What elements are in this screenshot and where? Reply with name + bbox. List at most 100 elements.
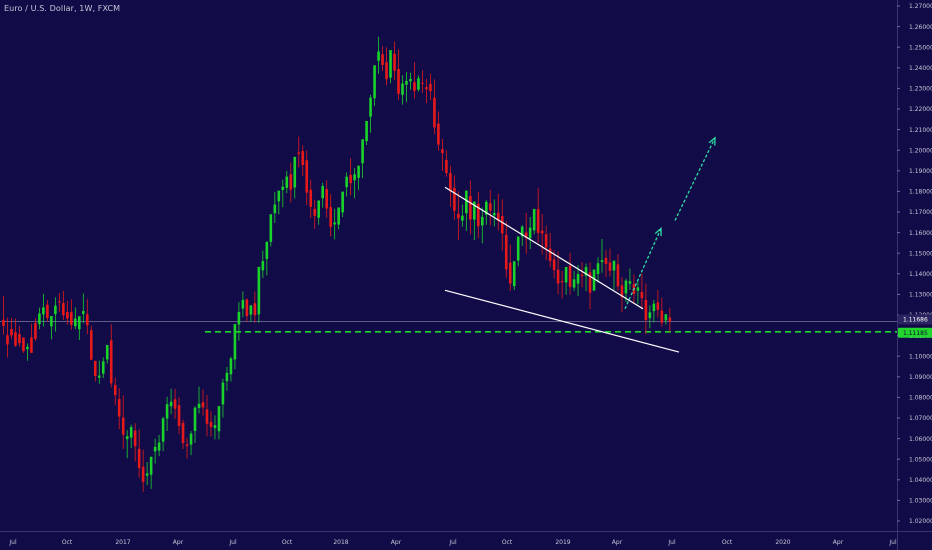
falling-wedge [444, 186, 680, 353]
candle [628, 268, 632, 290]
price-tick-label: 1.09000 [909, 374, 932, 381]
candle-body [177, 405, 181, 427]
candle [433, 79, 436, 135]
candle-body [664, 314, 668, 321]
candle-body [353, 174, 356, 181]
candle-body [341, 191, 344, 213]
candle [441, 138, 444, 172]
candle [600, 238, 604, 273]
candle [125, 430, 129, 459]
candle [129, 424, 133, 449]
candle-body [596, 263, 600, 275]
candle [381, 46, 384, 71]
candle-body [393, 53, 396, 71]
candle-body [361, 139, 364, 164]
candle [109, 324, 113, 388]
projection-leg-2 [674, 137, 716, 221]
candle [241, 291, 245, 318]
candle-body [604, 257, 608, 265]
time-tick-label: Jul [8, 539, 17, 546]
candle-body [165, 404, 169, 419]
candle [193, 406, 197, 443]
candle [389, 50, 392, 84]
candle-body [492, 213, 496, 216]
time-axis: Jul Oct 2017 Apr Jul Oct 2018 Apr Jul Oct 2019 Apr J… [8, 539, 897, 546]
candle-body [409, 78, 412, 82]
candle-body [441, 149, 444, 154]
time-tick-label: Oct [62, 539, 73, 546]
candle [181, 419, 185, 450]
candle [78, 316, 81, 340]
candle [349, 158, 352, 196]
price-tick-label: 1.03000 [909, 498, 932, 505]
candle [225, 366, 229, 391]
candle [70, 299, 73, 330]
candle [341, 191, 344, 217]
candle-body [660, 310, 664, 323]
candle [313, 199, 317, 229]
candle [265, 241, 269, 276]
candle [564, 267, 568, 295]
candle-body [193, 407, 197, 431]
candle-body [325, 189, 328, 209]
price-tick-label: 1.08000 [909, 395, 932, 402]
candle-body [421, 82, 424, 84]
candle-body [109, 340, 113, 384]
candle-body [337, 207, 340, 225]
candle-body [592, 269, 596, 291]
candle-body [512, 261, 516, 287]
candle-body [217, 406, 221, 432]
candle-body [301, 151, 305, 166]
candle-body [141, 466, 145, 482]
candle-body [433, 97, 436, 128]
candle-body [540, 230, 544, 234]
time-tick-label: Apr [833, 539, 844, 546]
candle-body [257, 266, 261, 315]
projection-arrow [624, 136, 716, 310]
candle [233, 324, 237, 370]
candle-body [265, 241, 269, 259]
candle-body [173, 399, 177, 409]
candle-body [85, 314, 89, 326]
candle-body [74, 318, 77, 327]
candle-body [42, 307, 45, 315]
candle-body [129, 427, 133, 438]
candle-body [261, 261, 265, 271]
price-tick-label: 1.07000 [909, 415, 932, 422]
time-tick-label: Apr [173, 539, 184, 546]
candle-body [97, 375, 101, 378]
candle-body [425, 87, 428, 90]
candle-body [105, 345, 109, 360]
candle-body [26, 346, 29, 350]
candle [273, 192, 277, 223]
candle-body [357, 165, 360, 178]
candle-body [213, 425, 217, 429]
candle [10, 317, 13, 339]
candle-body [249, 305, 253, 315]
candle [644, 283, 648, 335]
candle-body [481, 216, 484, 226]
support-price-badge-text: 1.11185 [903, 330, 928, 337]
candle-body [209, 421, 213, 428]
candle [365, 120, 368, 146]
candle-body [205, 409, 209, 424]
candle [317, 200, 321, 225]
candle-body [417, 78, 420, 90]
candle [261, 250, 265, 279]
time-tick-label: Oct [722, 539, 733, 546]
candle-body [373, 65, 376, 99]
candle [532, 208, 536, 235]
candle-body [10, 329, 13, 336]
candle [22, 337, 25, 353]
candle-body [548, 248, 552, 262]
candle-body [656, 302, 660, 310]
candle-body [516, 236, 520, 261]
time-tick-label: Jul [448, 539, 457, 546]
candle [205, 395, 209, 437]
candle [405, 72, 408, 102]
candle [285, 171, 289, 194]
candle-body [2, 319, 5, 326]
candle [42, 293, 45, 327]
